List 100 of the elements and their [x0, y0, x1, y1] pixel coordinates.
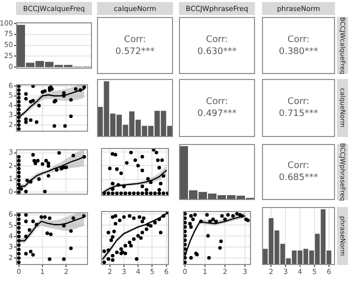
point	[54, 168, 59, 172]
panel-frame: Corr: 0.715***	[262, 79, 335, 137]
point	[144, 191, 148, 196]
point	[231, 214, 235, 218]
point	[162, 174, 166, 178]
point	[140, 220, 144, 224]
point	[24, 234, 28, 238]
point	[124, 252, 128, 256]
point	[17, 256, 21, 260]
point	[17, 213, 21, 217]
point	[31, 153, 35, 157]
point	[106, 191, 110, 196]
point	[17, 170, 21, 174]
point	[146, 176, 150, 181]
point	[44, 158, 48, 163]
point	[25, 178, 29, 182]
point	[158, 230, 162, 234]
point	[40, 162, 44, 166]
point	[157, 166, 162, 170]
point	[43, 89, 47, 93]
point	[40, 215, 44, 219]
point	[112, 230, 116, 234]
point	[17, 158, 21, 163]
point	[24, 96, 28, 101]
point	[102, 249, 106, 254]
point	[158, 182, 162, 186]
point	[46, 164, 50, 168]
point	[72, 216, 76, 220]
point	[207, 256, 211, 260]
point	[17, 248, 21, 252]
point	[119, 191, 123, 196]
point	[28, 100, 32, 104]
point	[140, 191, 144, 196]
point	[69, 98, 73, 102]
point	[226, 213, 230, 217]
point	[17, 260, 21, 264]
point	[140, 184, 144, 188]
point	[17, 230, 21, 234]
point	[214, 220, 218, 224]
point	[60, 166, 64, 170]
point	[17, 100, 21, 104]
point	[17, 96, 21, 100]
point	[62, 257, 66, 261]
point	[114, 214, 118, 218]
point	[144, 227, 148, 231]
point	[24, 117, 28, 121]
point	[205, 213, 209, 217]
point	[235, 212, 239, 216]
point	[17, 252, 21, 256]
point	[156, 158, 160, 162]
point	[37, 104, 41, 108]
point	[189, 256, 193, 260]
point	[34, 120, 38, 124]
point	[223, 217, 227, 222]
point	[43, 190, 47, 194]
point	[17, 123, 21, 127]
point	[45, 231, 50, 236]
point	[106, 257, 110, 261]
point	[218, 246, 222, 250]
point	[193, 213, 197, 217]
point	[17, 178, 21, 182]
point	[110, 215, 114, 219]
point	[34, 162, 38, 166]
point	[133, 158, 138, 162]
point	[108, 166, 112, 170]
point	[142, 216, 146, 220]
point	[28, 250, 32, 254]
point	[110, 254, 114, 258]
point	[17, 166, 21, 170]
point	[32, 158, 36, 163]
point	[17, 226, 21, 230]
point	[17, 108, 21, 112]
point	[160, 158, 164, 162]
point	[31, 252, 35, 257]
point	[162, 191, 166, 196]
point	[46, 174, 50, 178]
point	[124, 161, 129, 165]
point	[157, 188, 162, 192]
point	[129, 150, 133, 154]
point	[153, 220, 157, 224]
point	[24, 190, 28, 194]
point	[69, 114, 73, 118]
point	[211, 217, 215, 222]
point	[37, 177, 41, 181]
point	[136, 234, 140, 238]
point	[17, 162, 21, 166]
point	[110, 235, 114, 239]
point	[128, 214, 132, 218]
point	[206, 234, 210, 238]
point	[110, 258, 114, 262]
point	[115, 250, 119, 254]
point	[132, 216, 136, 220]
point	[72, 154, 76, 158]
point	[17, 88, 21, 92]
point	[31, 220, 35, 224]
point	[28, 118, 32, 122]
point	[189, 214, 193, 218]
point	[17, 84, 21, 88]
point	[43, 215, 47, 219]
point	[140, 154, 144, 158]
